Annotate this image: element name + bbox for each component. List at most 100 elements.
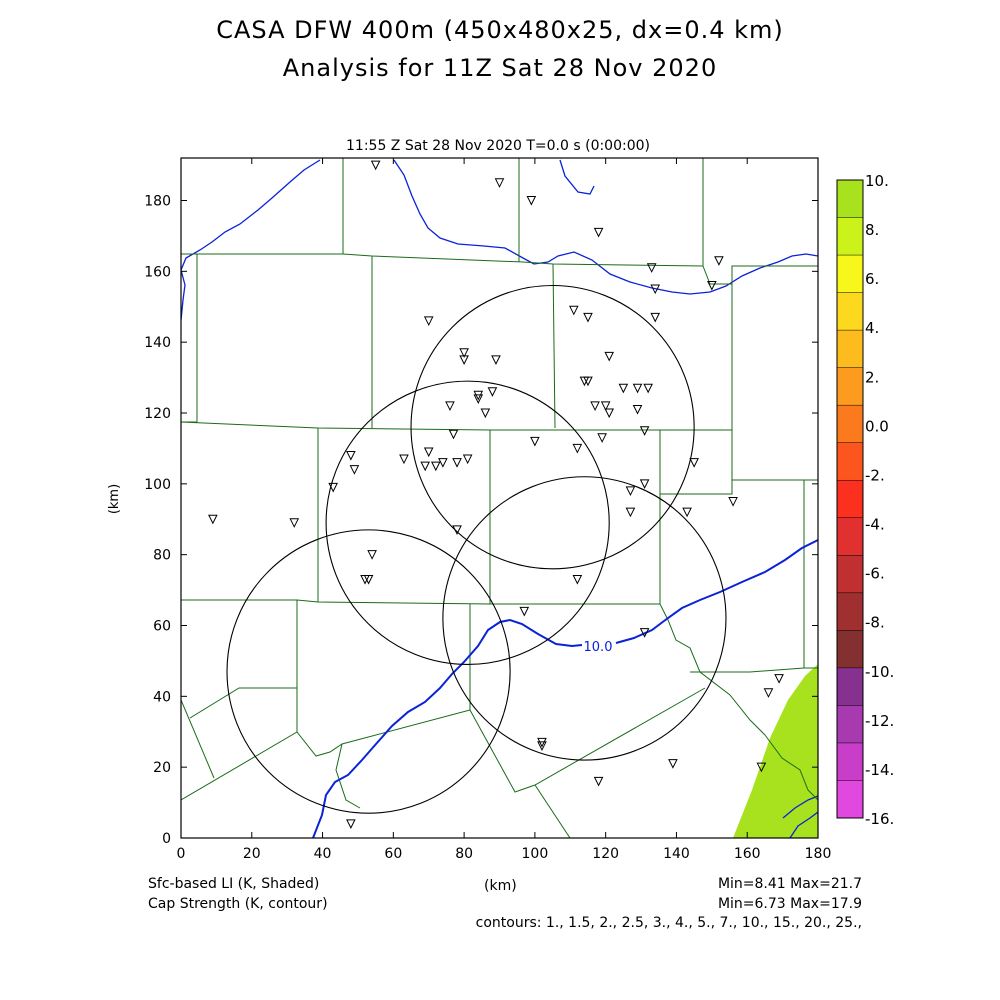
colorbar-swatch <box>837 180 863 219</box>
radar-ring <box>226 529 511 814</box>
station-marker <box>682 507 692 518</box>
colorbar-label: -4. <box>865 516 885 534</box>
colorbar-label: 8. <box>865 221 879 239</box>
station-marker <box>487 387 498 397</box>
station-marker <box>363 574 374 585</box>
plot-area: 10.0 <box>181 158 818 838</box>
station-marker <box>420 461 430 472</box>
station-marker <box>480 408 491 419</box>
y-axis-label: (km) <box>107 484 122 514</box>
station-marker <box>774 674 784 684</box>
station-marker <box>208 514 218 525</box>
chart-title: CASA DFW 400m (450x480x25, dx=0.4 km) <box>216 16 784 44</box>
colorbar-label: 0.0 <box>865 417 889 435</box>
plot-frame <box>180 157 819 839</box>
li-shaded-region <box>733 664 818 838</box>
station-markers <box>208 160 784 829</box>
station-marker <box>349 465 360 475</box>
footer-shaded-minmax: Min=8.41 Max=21.7 <box>717 876 862 892</box>
y-tick-label: 120 <box>144 406 171 422</box>
y-tick-label: 20 <box>153 760 171 776</box>
station-marker <box>632 383 643 394</box>
x-axis-label: (km) <box>484 878 517 894</box>
colorbar-swatch <box>837 330 863 369</box>
station-marker <box>646 263 657 273</box>
station-marker <box>367 550 377 560</box>
station-marker <box>346 819 356 829</box>
station-marker <box>448 429 459 440</box>
footer-contour-minmax: Min=6.73 Max=17.9 <box>717 896 862 912</box>
x-axis: 0 20 40 60 80 100 120 140 160 180 <box>177 158 832 862</box>
colorbar-swatch <box>837 292 863 331</box>
station-marker <box>519 606 530 617</box>
radar-ring <box>325 380 610 666</box>
station-marker <box>583 312 593 323</box>
station-marker <box>618 383 629 394</box>
station-marker <box>650 312 661 323</box>
footer-shaded-field: Sfc-based LI (K, Shaded) <box>148 876 320 892</box>
colorbar-swatch <box>837 442 863 481</box>
station-marker <box>328 482 338 493</box>
colorbar-swatch <box>837 630 863 669</box>
x-tick-label: 60 <box>384 846 402 862</box>
colorbar-label: 2. <box>865 368 879 386</box>
colorbar-label: 6. <box>865 270 879 288</box>
colorbar-swatch <box>837 555 863 594</box>
station-marker <box>728 497 738 507</box>
colorbar-swatch <box>837 592 863 631</box>
x-tick-label: 180 <box>805 846 832 862</box>
station-marker <box>593 776 604 787</box>
station-marker <box>526 196 537 206</box>
station-marker <box>289 518 300 528</box>
colorbar-swatch <box>837 217 863 256</box>
y-tick-label: 40 <box>153 689 171 705</box>
colorbar-label: -16. <box>865 810 894 828</box>
station-marker <box>625 507 636 518</box>
station-marker <box>572 443 583 454</box>
colorbar-label: -8. <box>865 614 885 632</box>
water-features <box>181 159 818 838</box>
station-marker <box>600 401 611 412</box>
station-marker <box>452 458 462 468</box>
y-tick-label: 0 <box>162 831 171 847</box>
colorbar-label: 4. <box>865 319 879 337</box>
y-tick-label: 140 <box>144 335 171 351</box>
county-boundaries <box>181 158 818 838</box>
colorbar-swatch <box>837 705 863 744</box>
station-marker <box>597 433 607 443</box>
station-marker <box>756 762 767 773</box>
station-marker <box>462 454 473 465</box>
colorbar-swatch <box>837 480 863 519</box>
radar-ring <box>442 476 727 761</box>
station-marker <box>714 256 724 266</box>
y-tick-label: 100 <box>144 477 171 493</box>
station-marker <box>530 436 540 447</box>
y-tick-label: 160 <box>144 264 171 280</box>
station-marker <box>625 486 636 497</box>
radar-ring <box>410 284 695 570</box>
station-marker <box>491 355 501 365</box>
station-marker <box>583 376 593 387</box>
station-marker <box>438 458 448 468</box>
y-tick-label: 80 <box>153 548 171 564</box>
colorbar-label: -12. <box>865 712 894 730</box>
station-marker <box>604 408 615 419</box>
colorbar-swatch <box>837 780 863 819</box>
colorbar-label: -6. <box>865 565 885 583</box>
station-marker <box>423 447 434 458</box>
station-marker <box>689 458 699 468</box>
colorbar-frame <box>836 179 864 819</box>
station-marker <box>763 688 774 698</box>
station-marker <box>537 741 547 752</box>
station-marker <box>459 355 469 365</box>
station-marker <box>430 461 441 472</box>
station-marker <box>473 394 484 404</box>
station-marker <box>632 404 643 415</box>
contour-label: 10.0 <box>584 640 613 655</box>
colorbar-swatch <box>837 517 863 556</box>
station-marker <box>604 351 615 362</box>
station-marker <box>668 759 678 769</box>
y-axis: 0 20 40 60 80 100 120 140 160 180 <box>144 194 818 847</box>
chart-title-analysis: Analysis for 11Z Sat 28 Nov 2020 <box>282 54 718 82</box>
station-marker <box>399 454 409 465</box>
